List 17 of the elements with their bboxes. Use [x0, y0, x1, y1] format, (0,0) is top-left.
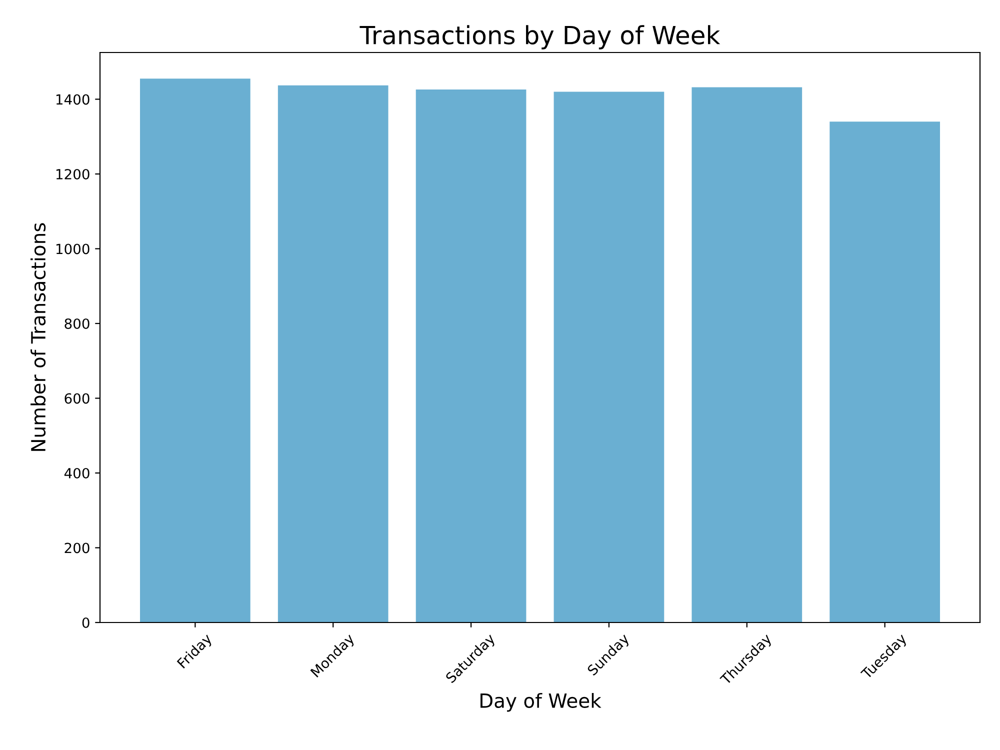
y-tick-label: 1200	[56, 168, 90, 180]
bar	[278, 85, 388, 622]
y-tick-label: 1400	[56, 94, 90, 105]
chart-title: Transactions by Day of Week	[360, 25, 720, 50]
y-tick-label: 1000	[56, 244, 90, 254]
bar	[416, 90, 526, 622]
y-tick-label: 800	[64, 318, 90, 329]
x-axis-title: Day of Week	[480, 692, 602, 712]
y-tick-label: 600	[64, 393, 90, 404]
bar	[830, 122, 940, 622]
y-tick-label: 400	[64, 468, 90, 478]
y-tick-label: 200	[64, 542, 90, 554]
y-tick-label: 0	[82, 617, 90, 628]
bar	[140, 78, 250, 622]
bar	[554, 92, 664, 622]
y-axis-title: Number of Transactions	[30, 223, 46, 451]
bar	[692, 87, 802, 622]
